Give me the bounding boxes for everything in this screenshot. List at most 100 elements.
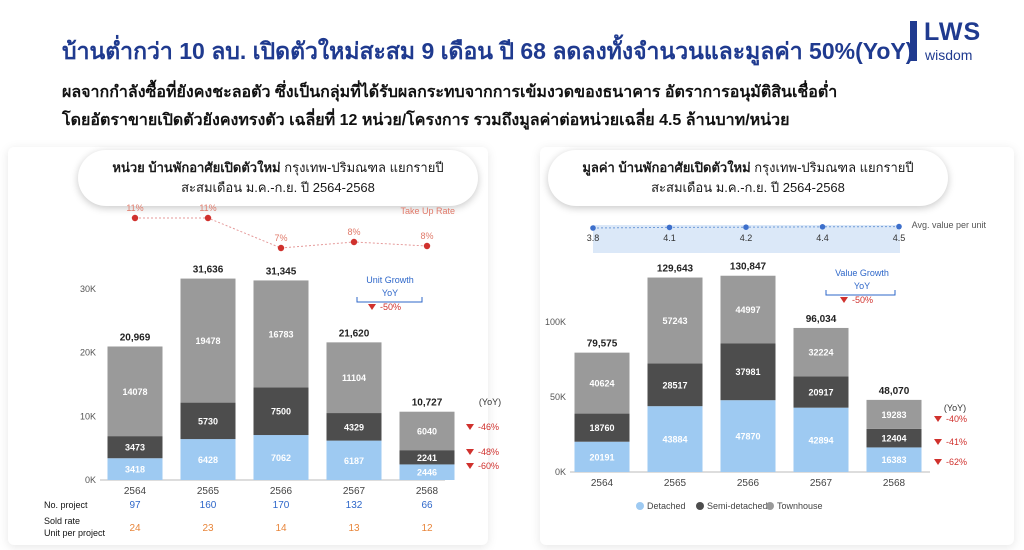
units-chart-title-rest: กรุงเทพ-ปริมณฑล แยกรายปี: [280, 160, 444, 175]
value-category-label: 2566: [737, 478, 760, 489]
units-yoy-down-icon: [466, 424, 474, 430]
unit-growth-yoy: YoY: [382, 288, 398, 298]
units-bar-town: [399, 411, 455, 451]
value-bar-detached: [720, 400, 776, 472]
value-yoy-change: -62%: [946, 457, 967, 467]
units-bar-town: [253, 280, 309, 388]
value-yoy-header: (YoY): [944, 403, 966, 413]
value-chart-title-bold: มูลค่า บ้านพักอาศัยเปิดตัวใหม่: [582, 160, 751, 175]
units-chart-title-line2: สะสมเดือน ม.ค.-ก.ย. ปี 2564-2568: [181, 180, 375, 195]
units-yoy-header: (YoY): [479, 397, 501, 407]
units-total-label: 21,620: [339, 328, 370, 339]
value-yoy-down-icon: [934, 416, 942, 422]
value-chart-title-rest: กรุงเทพ-ปริมณฑล แยกรายปี: [750, 160, 914, 175]
legend-marker-detached: [636, 502, 644, 510]
take-up-point: [131, 214, 139, 222]
units-total-label: 10,727: [412, 398, 443, 409]
avg-value-title: Avg. value per unit: [912, 220, 987, 230]
value-total-label: 96,034: [806, 314, 837, 325]
value-bar-detached: [647, 406, 703, 472]
value-chart-title-line1: มูลค่า บ้านพักอาศัยเปิดตัวใหม่ กรุงเทพ-ป…: [548, 158, 948, 178]
value-seg-label-town: 44997: [735, 305, 760, 315]
unit-growth-bracket: [356, 297, 423, 303]
value-category-label: 2564: [591, 478, 614, 489]
page-title: บ้านต่ำกว่า 10 ลบ. เปิดตัวใหม่สะสม 9 เดื…: [62, 38, 914, 64]
avg-value-point: [743, 224, 749, 230]
avg-value-point: [896, 223, 902, 230]
value-ytick-label: 0K: [555, 467, 566, 477]
value-seg-label-semi: 20917: [808, 387, 833, 397]
units-seg-label-semi: 3473: [125, 443, 145, 453]
value-yoy-change: -40%: [946, 414, 967, 424]
units-bar-town: [180, 278, 236, 403]
value-chart-title: มูลค่า บ้านพักอาศัยเปิดตัวใหม่ กรุงเทพ-ป…: [548, 150, 948, 206]
units-yoy-change: -60%: [478, 461, 499, 471]
value-total-label: 48,070: [879, 386, 910, 397]
units-seg-label-detached: 7062: [271, 453, 291, 463]
units-seg-label-detached: 6187: [344, 456, 364, 466]
units-seg-label-semi: 7500: [271, 407, 291, 417]
take-up-label: 11%: [126, 203, 143, 213]
value-category-label: 2568: [883, 478, 906, 489]
units-chart-title: หน่วย บ้านพักอาศัยเปิดตัวใหม่ กรุงเทพ-ปร…: [78, 150, 478, 206]
value-bar-semi: [793, 376, 849, 408]
value-category-label: 2567: [810, 478, 833, 489]
table-cell: 13: [348, 523, 360, 534]
table-row-label: Sold rate: [44, 516, 80, 526]
table-cell: 160: [200, 500, 217, 511]
value-total-label: 79,575: [587, 339, 618, 350]
unit-growth-down-icon: [368, 304, 376, 310]
units-bar-town: [107, 346, 163, 437]
value-bar-town: [866, 399, 922, 429]
units-bar-detached: [326, 440, 382, 480]
legend-marker-semi: [696, 502, 704, 510]
units-bar-detached: [253, 435, 309, 480]
units-chart-title-line1: หน่วย บ้านพักอาศัยเปิดตัวใหม่ กรุงเทพ-ปร…: [78, 158, 478, 178]
value-seg-label-semi: 28517: [662, 380, 687, 390]
avg-value-label: 3.8: [587, 233, 600, 243]
units-bar-semi: [107, 436, 163, 459]
value-total-label: 130,847: [730, 262, 767, 273]
avg-value-label: 4.5: [893, 233, 906, 243]
value-ytick-label: 50K: [550, 392, 566, 402]
units-seg-label-detached: 6428: [198, 455, 218, 465]
table-row-label: No. project: [44, 500, 88, 510]
take-up-rate-label: Take Up Rate: [400, 206, 455, 216]
logo-sub: wisdom: [925, 47, 973, 63]
take-up-label: 11%: [199, 203, 216, 213]
value-bar-town: [793, 327, 849, 377]
value-seg-label-town: 57243: [662, 316, 687, 326]
units-bar-semi: [326, 413, 382, 441]
units-category-label: 2567: [343, 486, 366, 497]
units-category-label: 2566: [270, 486, 293, 497]
value-seg-label-town: 19283: [881, 410, 906, 420]
units-bar-semi: [399, 450, 455, 465]
units-seg-label-detached: 2446: [417, 468, 437, 478]
table-cell: 23: [202, 523, 214, 534]
units-ytick-label: 0K: [85, 475, 96, 485]
value-seg-label-town: 32224: [808, 348, 833, 358]
units-bar-detached: [180, 439, 236, 480]
value-seg-label-detached: 20191: [589, 452, 614, 462]
units-ytick-label: 20K: [80, 348, 96, 358]
units-total-label: 31,636: [193, 265, 224, 276]
value-seg-label-detached: 16383: [881, 455, 906, 465]
avg-value-label: 4.1: [663, 233, 676, 243]
value-yoy-down-icon: [934, 459, 942, 465]
units-bar-semi: [253, 387, 309, 436]
units-seg-label-town: 11104: [342, 373, 366, 383]
units-total-label: 20,969: [120, 332, 151, 343]
table-cell: 132: [346, 500, 363, 511]
take-up-label: 7%: [274, 233, 287, 243]
units-seg-label-town: 6040: [417, 426, 437, 436]
unit-growth-value: -50%: [380, 302, 401, 312]
value-yoy-change: -41%: [946, 437, 967, 447]
take-up-point: [204, 214, 212, 222]
legend-label-semi: Semi-detached: [707, 501, 768, 511]
table-row-label: Unit per project: [44, 528, 106, 538]
units-seg-label-town: 14078: [122, 387, 147, 397]
avg-value-label: 4.2: [740, 233, 753, 243]
table-cell: 14: [275, 523, 287, 534]
units-bar-semi: [180, 402, 236, 440]
